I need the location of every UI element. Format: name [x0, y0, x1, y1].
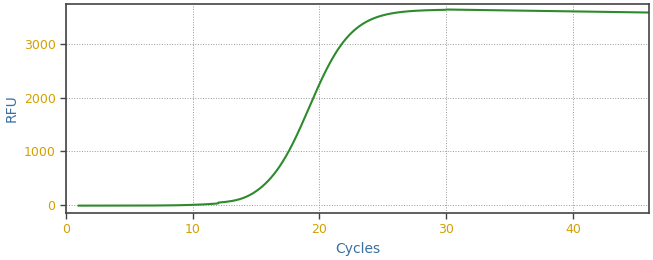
Y-axis label: RFU: RFU [4, 95, 18, 122]
X-axis label: Cycles: Cycles [335, 242, 380, 256]
